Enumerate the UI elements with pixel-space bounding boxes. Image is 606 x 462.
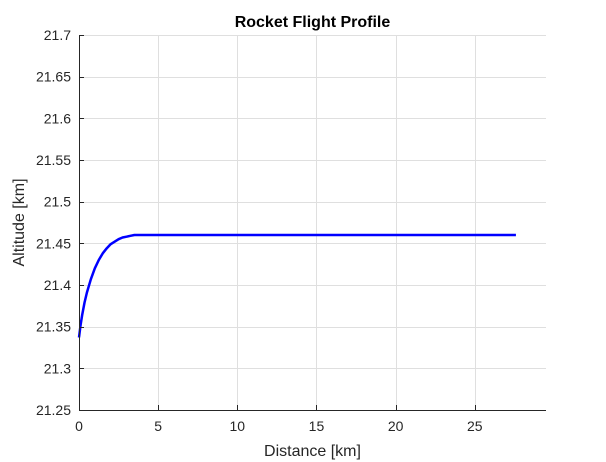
axes-layer — [79, 35, 546, 411]
series-line — [77, 233, 516, 338]
x-tick-label: 0 — [75, 418, 83, 434]
x-tick-label: 20 — [388, 418, 404, 434]
y-tick-label: 21.65 — [36, 69, 71, 85]
y-tick-label: 21.55 — [36, 152, 71, 168]
y-tick-label: 21.25 — [36, 402, 71, 418]
ticks-layer: 0 5 10 15 20 25 21.25 21.3 21.35 21.4 21.45 21.5 21.… — [36, 27, 483, 434]
y-tick-label: 21.5 — [44, 194, 71, 210]
x-tick-label: 25 — [467, 418, 483, 434]
y-tick-label: 21.35 — [36, 319, 71, 335]
y-tick-label: 21.7 — [44, 27, 71, 43]
y-tick-label: 21.45 — [36, 235, 71, 251]
x-tick-label: 10 — [230, 418, 246, 434]
chart-title: Rocket Flight Profile — [235, 14, 391, 31]
series-layer — [77, 233, 516, 338]
x-tick-label: 5 — [154, 418, 162, 434]
x-axis-label: Distance [km] — [264, 443, 361, 460]
plot-area — [79, 35, 546, 410]
y-tick-label: 21.6 — [44, 110, 71, 126]
y-tick-label: 21.3 — [44, 360, 71, 376]
x-tick-label: 15 — [309, 418, 325, 434]
y-tick-label: 21.4 — [44, 277, 71, 293]
y-axis-label: Altitude [km] — [11, 178, 28, 266]
